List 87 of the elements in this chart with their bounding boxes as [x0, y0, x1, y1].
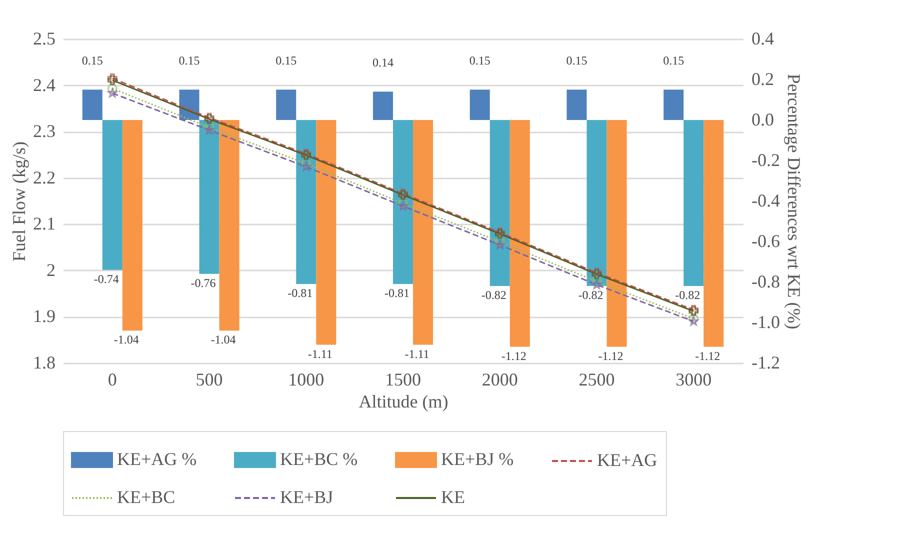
data-label: 0.15 [82, 54, 103, 68]
point [301, 162, 311, 171]
y2-tick-label: 0.4 [752, 28, 774, 48]
y-tick-label: 2.1 [33, 214, 56, 234]
data-label: -0.82 [578, 288, 604, 302]
data-label: -1.12 [598, 348, 624, 363]
point [398, 201, 408, 210]
bar [392, 120, 414, 284]
bar [276, 90, 296, 120]
x-tick-label: 3000 [676, 370, 712, 390]
point [107, 84, 118, 94]
y2-tick-label: -0.8 [752, 272, 780, 292]
bar [316, 120, 336, 345]
y-tick-label: 2.4 [33, 74, 56, 95]
bar [413, 120, 434, 345]
bar [490, 120, 510, 286]
y-tick-label: 2.2 [33, 167, 56, 188]
point [108, 88, 118, 98]
data-label: 0.15 [663, 54, 684, 68]
data-label: -0.82 [481, 288, 506, 302]
x-axis-title: Altitude (m) [358, 392, 448, 412]
bar [219, 120, 240, 331]
bar [122, 120, 142, 331]
bar [566, 90, 587, 120]
bar [586, 120, 607, 286]
data-label: -1.12 [695, 348, 720, 363]
data-label: -1.11 [404, 346, 430, 361]
point [592, 276, 602, 286]
y2-tick-label: -0.2 [752, 150, 780, 170]
bar [296, 120, 316, 284]
bar [684, 120, 704, 286]
bar [704, 120, 724, 347]
legend-label: KE+BC [117, 487, 176, 507]
data-label: 0.15 [276, 54, 297, 68]
data-label: -0.74 [94, 272, 119, 286]
y-tick-label: 1.9 [33, 306, 56, 326]
bar [102, 120, 122, 270]
y2-axis-title: Percentage Differences wrt KE (%) [784, 74, 804, 330]
y2-tick-label: -1.2 [752, 352, 780, 372]
data-label: 0.15 [178, 54, 200, 68]
bar [470, 90, 490, 120]
legend-label: KE+AG [597, 450, 658, 470]
data-label: 0.15 [566, 54, 588, 68]
legend-label: KE+BJ % [441, 449, 514, 469]
point [688, 316, 698, 326]
bar [510, 120, 530, 347]
point [494, 236, 505, 247]
y2-tick-label: -0.6 [752, 231, 780, 251]
data-label: -1.04 [114, 332, 139, 347]
data-label: -1.04 [210, 332, 236, 347]
bar [82, 90, 102, 120]
y-tick-label: 2.3 [33, 121, 56, 142]
legend-label: KE+BJ [280, 487, 334, 507]
y-axis-title: Fuel Flow (kg/s) [9, 141, 29, 262]
point [688, 314, 699, 324]
point [204, 122, 214, 132]
point [398, 198, 408, 208]
data-label: -0.81 [384, 286, 410, 300]
bar [664, 90, 684, 120]
data-label: -1.12 [501, 348, 526, 363]
y2-tick-label: 0.2 [752, 69, 774, 89]
y-tick-label: 2.5 [33, 28, 56, 48]
y2-tick-label: -1.0 [752, 312, 780, 332]
data-label: -0.76 [190, 276, 216, 290]
y2-tick-label: -0.4 [752, 190, 780, 210]
bar [606, 120, 627, 347]
legend-label: KE [441, 487, 465, 507]
x-tick-label: 2500 [578, 370, 615, 390]
point [301, 158, 312, 168]
data-label: 0.15 [469, 54, 490, 68]
x-tick-label: 2000 [482, 370, 518, 390]
y-tick-label: 2 [46, 260, 56, 280]
x-tick-label: 0 [108, 370, 117, 390]
x-tick-label: 1500 [385, 370, 421, 390]
y-tick-label: 1.8 [33, 352, 56, 372]
data-label: -0.82 [675, 288, 700, 302]
legend-label: KE+BC % [280, 449, 358, 469]
x-tick-label: 1000 [288, 370, 324, 390]
data-label: 0.14 [372, 56, 394, 70]
x-tick-label: 500 [196, 370, 223, 390]
bar [199, 120, 220, 274]
legend-label: KE+AG % [117, 449, 197, 469]
data-label: -0.81 [288, 286, 313, 300]
data-label: -1.11 [308, 346, 332, 361]
bar [372, 92, 393, 120]
point [495, 240, 505, 250]
y2-tick-label: 0.0 [752, 110, 774, 130]
